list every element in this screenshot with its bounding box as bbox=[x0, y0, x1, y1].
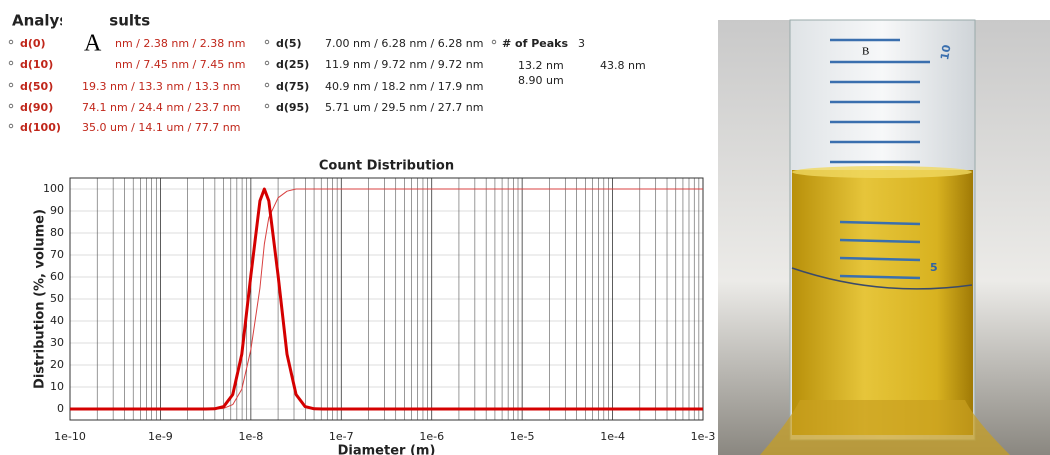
result-label: d(75) bbox=[276, 80, 309, 93]
x-tick-label: 1e-7 bbox=[329, 430, 354, 443]
y-tick-label: 20 bbox=[50, 358, 64, 371]
y-tick-label: 10 bbox=[50, 380, 64, 393]
result-label: d(25) bbox=[276, 58, 309, 71]
panel-label: B bbox=[862, 46, 869, 58]
peaks-label: # of Peaks bbox=[502, 37, 568, 50]
y-tick-label: 30 bbox=[50, 336, 64, 349]
result-value: nm / 7.45 nm / 7.45 nm bbox=[115, 58, 245, 71]
x-tick-label: 1e-6 bbox=[419, 430, 444, 443]
bullet bbox=[265, 83, 269, 87]
x-tick-label: 1e-8 bbox=[238, 430, 263, 443]
peak-value: 8.90 um bbox=[518, 74, 564, 87]
cylinder-marking: 10 bbox=[938, 43, 954, 61]
y-tick-label: 40 bbox=[50, 314, 64, 327]
y-tick-label: 0 bbox=[57, 402, 64, 415]
photo: 10 5 B bbox=[718, 20, 1050, 455]
result-value: 40.9 nm / 18.2 nm / 17.9 nm bbox=[325, 80, 483, 93]
y-tick-label: 50 bbox=[50, 292, 64, 305]
result-label: d(50) bbox=[20, 80, 53, 93]
chart: 10 5 B Analysis Results A d(0)nm / 2.38 … bbox=[0, 0, 1050, 455]
bullet bbox=[265, 104, 269, 108]
result-label: d(95) bbox=[276, 101, 309, 114]
bullet bbox=[9, 40, 13, 44]
peak-value: 13.2 nm bbox=[518, 59, 564, 72]
figure: 10 5 B Analysis Results A d(0)nm / 2.38 … bbox=[0, 0, 1050, 455]
x-tick-label: 1e-9 bbox=[148, 430, 173, 443]
x-tick-label: 1e-5 bbox=[510, 430, 535, 443]
peak-value: 43.8 nm bbox=[600, 59, 646, 72]
bullet bbox=[9, 124, 13, 128]
x-tick-label: 1e-3 bbox=[691, 430, 716, 443]
result-label: d(90) bbox=[20, 101, 53, 114]
x-tick-label: 1e-4 bbox=[600, 430, 625, 443]
x-tick-label: 1e-10 bbox=[54, 430, 86, 443]
bullet bbox=[492, 40, 496, 44]
y-tick-label: 70 bbox=[50, 248, 64, 261]
x-axis-label: Diameter (m) bbox=[338, 444, 436, 455]
result-label: d(100) bbox=[20, 121, 61, 134]
bullet bbox=[265, 61, 269, 65]
result-value: 5.71 um / 29.5 nm / 27.7 nm bbox=[325, 101, 483, 114]
result-value: 7.00 nm / 6.28 nm / 6.28 nm bbox=[325, 37, 483, 50]
result-value: nm / 2.38 nm / 2.38 nm bbox=[115, 37, 245, 50]
y-tick-label: 100 bbox=[43, 182, 64, 195]
bullet bbox=[9, 83, 13, 87]
cylinder-marking: 5 bbox=[930, 261, 938, 274]
result-value: 74.1 nm / 24.4 nm / 23.7 nm bbox=[82, 101, 240, 114]
chart-title: Count Distribution bbox=[319, 159, 454, 174]
y-axis-label: Distribution (%, volume) bbox=[33, 209, 48, 389]
y-tick-label: 60 bbox=[50, 270, 64, 283]
result-label: d(0) bbox=[20, 37, 46, 50]
result-value: 35.0 um / 14.1 um / 77.7 nm bbox=[82, 121, 240, 134]
panel-label: A bbox=[84, 31, 102, 57]
result-label: d(5) bbox=[276, 37, 302, 50]
result-label: d(10) bbox=[20, 58, 53, 71]
result-value: 11.9 nm / 9.72 nm / 9.72 nm bbox=[325, 58, 483, 71]
bullet bbox=[9, 61, 13, 65]
peaks-count: 3 bbox=[578, 37, 585, 50]
y-tick-label: 80 bbox=[50, 226, 64, 239]
bullet bbox=[9, 104, 13, 108]
y-tick-label: 90 bbox=[50, 204, 64, 217]
bullet bbox=[265, 40, 269, 44]
result-value: 19.3 nm / 13.3 nm / 13.3 nm bbox=[82, 80, 240, 93]
